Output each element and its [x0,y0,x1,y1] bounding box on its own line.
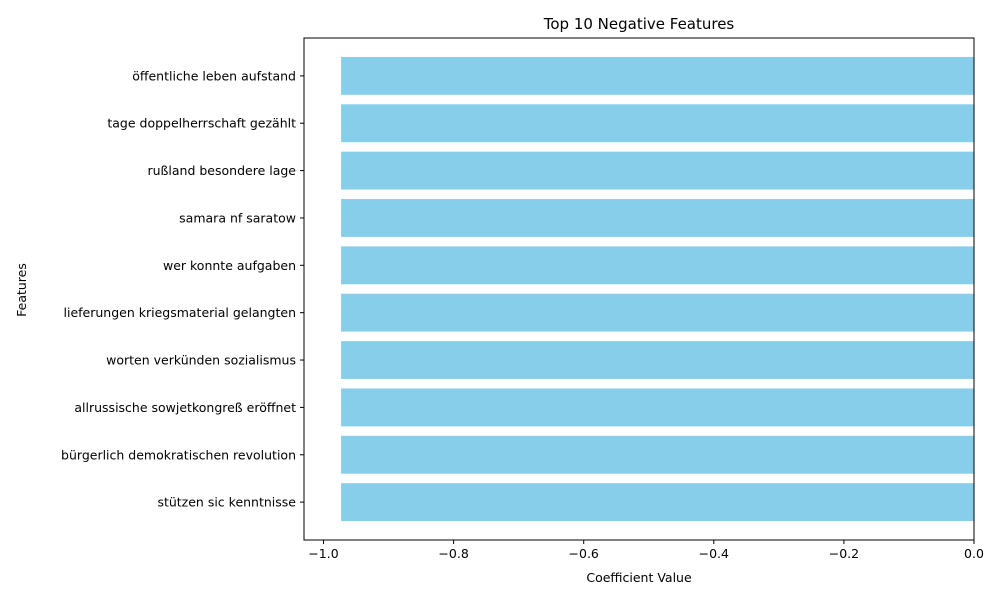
y-tick-label: wer konnte aufgaben [163,258,296,273]
axes-group [303,37,975,541]
bars-group [341,56,975,522]
bar [341,56,975,95]
x-tick-label: −0.8 [438,546,468,561]
bar [341,199,975,237]
y-tick-label: samara nf saratow [179,210,296,225]
bar [341,388,975,427]
y-tick-label: allrussische sowjetkongreß eröffnet [74,400,296,415]
y-tick-label: lieferungen kriegsmaterial gelangten [64,305,297,320]
y-tick-label: worten verkünden sozialismus [106,353,296,368]
plot-frame [303,37,975,541]
bar [341,246,975,285]
bar [341,435,975,474]
x-tick-label: 0.0 [964,546,984,561]
x-tick-label: −0.4 [699,546,729,561]
y-tick-label: tage doppelherrschaft gezählt [107,116,296,131]
x-tick-label: −0.6 [569,546,599,561]
bar [341,293,975,332]
x-tick-label: −0.2 [829,546,859,561]
y-tick-label: bürgerlich demokratischen revolution [61,447,296,462]
bar [341,104,975,143]
chart-title: Top 10 Negative Features [543,15,735,33]
bar [341,151,975,190]
y-ticks-group: öffentliche leben aufstand tage doppelher… [61,68,304,510]
x-tick-label: −1.0 [308,546,338,561]
y-tick-label: stützen sic kenntnisse [157,495,296,510]
y-axis-title: Features [14,263,29,317]
y-tick-label: öffentliche leben aufstand [132,68,296,83]
y-tick-label: rußland besondere lage [147,163,296,178]
bar [341,341,975,379]
x-axis-title: Coefficient Value [586,570,692,585]
bar [341,483,975,522]
x-ticks-group: −1.0 −0.8 −0.6 −0.4 −0.2 0.0 [308,540,984,561]
